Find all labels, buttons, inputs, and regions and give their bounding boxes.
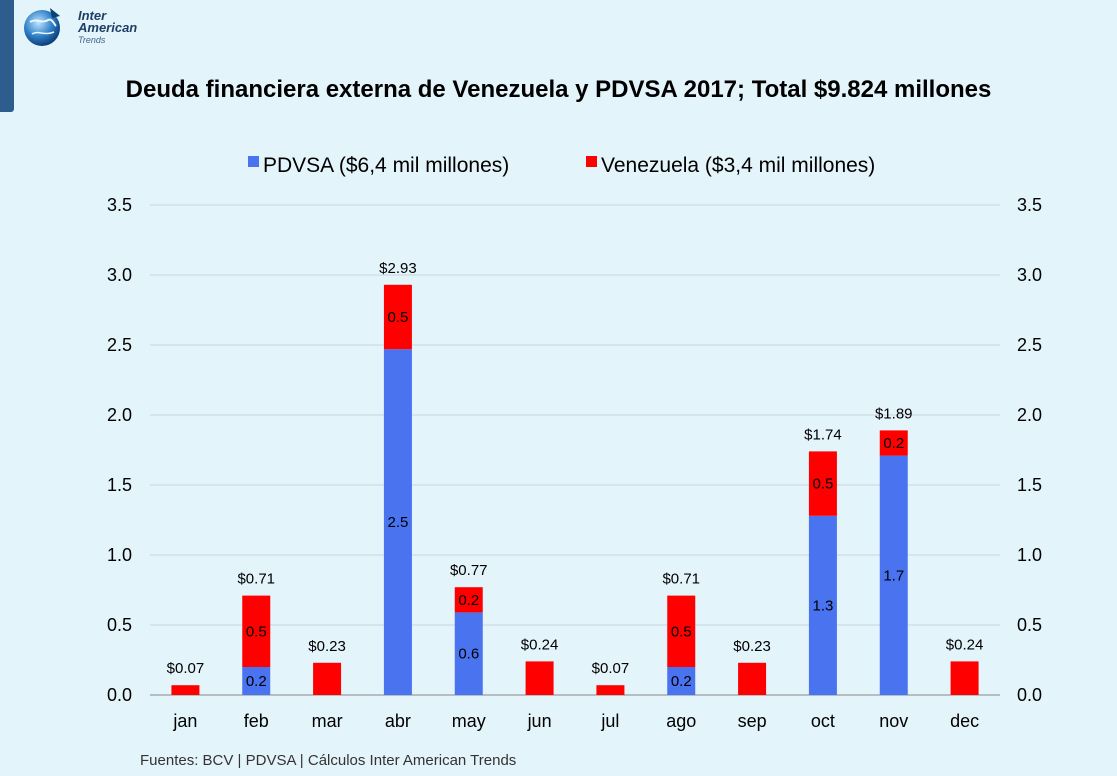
bar-total-label: $0.07 [167, 660, 205, 677]
logo-text-line2: American [78, 20, 138, 35]
bar-total-label: $0.77 [450, 562, 488, 579]
bar-segment-venezuela [879, 430, 908, 456]
y-tick-label-right: 1.0 [1017, 545, 1042, 565]
legend-swatch-venezuela [586, 156, 597, 167]
bar-total-label: $0.71 [237, 571, 275, 588]
bar-segment-venezuela [667, 595, 696, 667]
segment-value-label: 0.5 [671, 623, 692, 640]
x-tick-label: oct [811, 711, 835, 731]
globe-icon [24, 8, 60, 46]
chart-title: Deuda financiera externa de Venezuela y … [125, 76, 992, 103]
segment-value-label: 0.5 [246, 623, 267, 640]
y-tick-label-right: 0.0 [1017, 685, 1042, 705]
segment-value-label: 0.2 [671, 673, 692, 690]
y-tick-label-left: 3.0 [107, 265, 132, 285]
bar-segment-venezuela [313, 662, 342, 695]
y-tick-label-right: 3.0 [1017, 265, 1042, 285]
bar-segment-venezuela [242, 595, 271, 667]
bar-total-label: $1.89 [875, 405, 913, 422]
x-tick-label: mar [312, 711, 343, 731]
bar-segment-venezuela [950, 661, 979, 695]
x-tick-label: dec [950, 711, 979, 731]
source-note: Fuentes: BCV | PDVSA | Cálculos Inter Am… [140, 752, 517, 769]
x-tick-label: may [452, 711, 486, 731]
bar-segment-venezuela [383, 284, 412, 350]
bar-segment-venezuela [454, 587, 483, 613]
segment-value-label: 0.5 [387, 309, 408, 326]
bar-segment-pdvsa [879, 455, 908, 695]
y-tick-label-right: 2.0 [1017, 405, 1042, 425]
y-tick-label-left: 0.5 [107, 615, 132, 635]
y-tick-label-right: 1.5 [1017, 475, 1042, 495]
inter-american-trends-logo: Inter American Trends [20, 4, 137, 48]
logo-text-line1: Inter [78, 8, 107, 23]
segment-value-label: 0.2 [246, 673, 267, 690]
bar-segment-venezuela [171, 685, 200, 695]
segment-value-label: 2.5 [387, 514, 408, 531]
x-tick-label: feb [244, 711, 269, 731]
bar-segment-pdvsa [667, 667, 696, 695]
x-tick-label: nov [879, 711, 908, 731]
x-tick-label: abr [385, 711, 411, 731]
segment-value-label: 1.7 [883, 567, 904, 584]
y-tick-label-left: 0.0 [107, 685, 132, 705]
y-tick-label-right: 2.5 [1017, 335, 1042, 355]
bar-total-label: $0.24 [946, 636, 984, 653]
y-tick-label-right: 3.5 [1017, 195, 1042, 215]
bar-total-label: $0.71 [662, 571, 700, 588]
bar-segment-venezuela [525, 661, 554, 695]
x-tick-label: jul [600, 711, 619, 731]
y-tick-label-left: 2.5 [107, 335, 132, 355]
bar-total-label: $0.23 [733, 638, 771, 655]
bar-total-label: $1.74 [804, 426, 842, 443]
x-tick-label: jun [527, 711, 552, 731]
bar-segment-pdvsa [383, 349, 412, 695]
y-tick-label-left: 2.0 [107, 405, 132, 425]
bar-total-label: $0.23 [308, 638, 346, 655]
x-tick-label: jan [172, 711, 197, 731]
y-tick-label-left: 3.5 [107, 195, 132, 215]
segment-value-label: 1.3 [812, 597, 833, 614]
bar-segment-venezuela [596, 685, 625, 695]
x-tick-label: sep [738, 711, 767, 731]
legend-label-pdvsa: PDVSA ($6,4 mil millones) [263, 154, 509, 177]
segment-value-label: 0.6 [458, 646, 479, 663]
y-tick-label-right: 0.5 [1017, 615, 1042, 635]
segment-value-label: 0.2 [458, 592, 479, 609]
legend-label-venezuela: Venezuela ($3,4 mil millones) [601, 154, 875, 177]
logo-text-line3: Trends [78, 35, 106, 45]
legend-swatch-pdvsa [248, 156, 259, 167]
bar-segment-venezuela [808, 451, 837, 516]
bar-segment-venezuela [738, 662, 767, 695]
bar-total-label: $2.93 [379, 260, 417, 277]
bar-segment-pdvsa [808, 515, 837, 695]
bar-segment-pdvsa [242, 667, 271, 695]
corner-tab [0, 0, 14, 112]
bar-segment-pdvsa [454, 612, 483, 695]
bar-total-label: $0.24 [521, 636, 559, 653]
segment-value-label: 0.2 [883, 435, 904, 452]
segment-value-label: 0.5 [812, 476, 833, 493]
y-tick-label-left: 1.5 [107, 475, 132, 495]
bar-total-label: $0.07 [592, 660, 630, 677]
x-tick-label: ago [666, 711, 696, 731]
y-tick-label-left: 1.0 [107, 545, 132, 565]
